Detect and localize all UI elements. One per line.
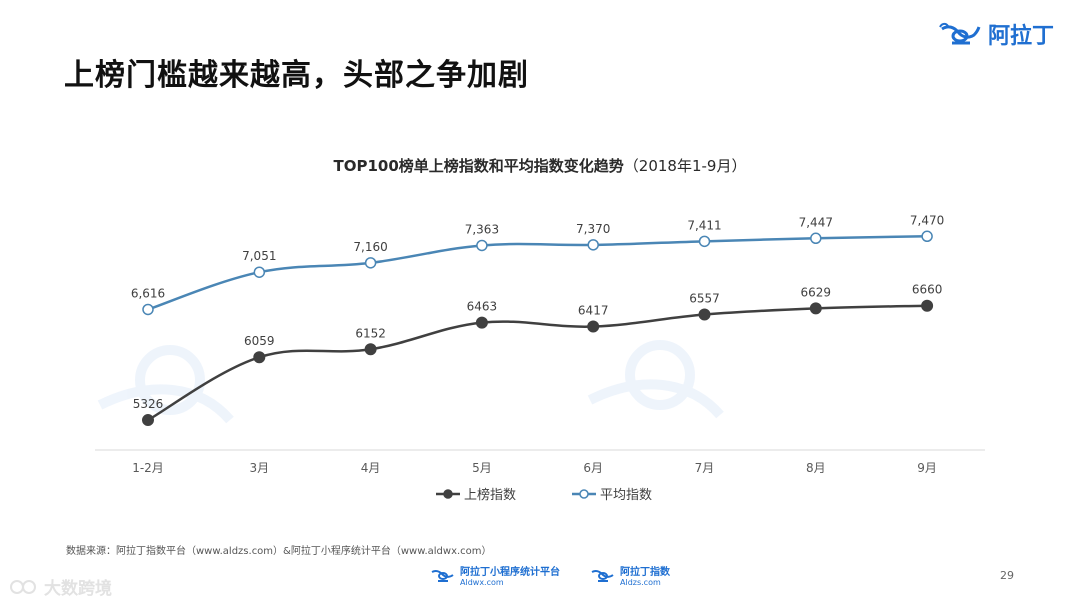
legend-swatch-marker (579, 489, 589, 499)
chart-title-block: TOP100榜单上榜指数和平均指数变化趋势（2018年1-9月） (0, 155, 1080, 176)
x-tick-label: 9月 (917, 461, 937, 475)
x-tick-label: 5月 (472, 461, 492, 475)
data-point (809, 302, 822, 315)
brand-logo: 阿拉丁 (938, 18, 1054, 50)
plot-area: 1-2月 3月 4月 5月 6月 7月 8月 9月 6,616 7,051 7,160 7,363 7,… (95, 213, 985, 475)
data-label: 7,411 (687, 218, 721, 232)
data-label: 7,470 (910, 213, 944, 227)
data-label: 7,370 (576, 222, 610, 236)
x-tick-label: 7月 (695, 461, 715, 475)
data-point (921, 299, 934, 312)
data-point (476, 239, 488, 252)
legend-swatch-marker (443, 489, 453, 499)
chart-legend: 上榜指数 平均指数 (436, 487, 652, 503)
corner-watermark: 大数跨境 (8, 574, 112, 599)
data-label: 6557 (689, 292, 720, 306)
data-label: 6059 (244, 334, 275, 348)
data-point (364, 257, 377, 269)
footer-logo-wx: 阿拉丁小程序统计平台 Aldwx.com (430, 563, 560, 587)
line-chart: 1-2月 3月 4月 5月 6月 7月 8月 9月 6,616 7,051 7,160 7,363 7,… (95, 213, 985, 503)
watermark-logo-icon (10, 579, 36, 594)
data-point (698, 235, 711, 248)
data-point (587, 320, 600, 333)
footer-logo-name: 阿拉丁指数 (620, 567, 670, 578)
data-label: 7,051 (242, 249, 276, 263)
x-tick-label: 4月 (361, 461, 381, 475)
footer-logo-sub: Aldwx.com (460, 578, 504, 587)
lamp-icon (431, 569, 454, 582)
footer-logo-name: 阿拉丁小程序统计平台 (460, 567, 560, 578)
data-point (587, 239, 599, 251)
chart-subtitle: （2018年1-9月） (623, 157, 747, 175)
x-tick-label: 1-2月 (132, 461, 164, 475)
data-point (253, 351, 266, 364)
data-point (698, 308, 711, 321)
page-title: 上榜门槛越来越高，头部之争加剧 (64, 58, 529, 93)
chart-watermark (97, 340, 724, 424)
data-label: 6660 (912, 283, 943, 297)
x-tick-label: 6月 (583, 461, 603, 475)
legend-label: 平均指数 (600, 488, 652, 503)
series-line (147, 304, 928, 422)
footer-logo-sub: Aldzs.com (620, 578, 661, 587)
data-label: 7,363 (465, 222, 499, 236)
data-point (475, 316, 488, 329)
data-point (253, 266, 266, 278)
data-label: 7,160 (353, 240, 387, 254)
data-label: 6463 (467, 300, 498, 314)
data-point (142, 414, 154, 427)
data-label: 6629 (801, 285, 832, 299)
lamp-icon (591, 569, 614, 582)
footer-logo-zs: 阿拉丁指数 Aldzs.com (590, 563, 670, 587)
x-tick-label: 3月 (249, 461, 269, 475)
data-point (142, 303, 154, 316)
lamp-icon (939, 22, 981, 45)
data-point (364, 343, 377, 356)
chart-title: TOP100榜单上榜指数和平均指数变化趋势 (333, 157, 624, 175)
data-label: 5326 (133, 397, 164, 411)
data-point (921, 230, 933, 243)
data-source-note: 数据来源：阿拉丁指数平台（www.aldzs.com）&阿拉丁小程序统计平台（w… (66, 546, 492, 557)
legend-label: 上榜指数 (464, 487, 516, 503)
data-label: 6,616 (131, 286, 165, 300)
brand-name: 阿拉丁 (987, 24, 1054, 49)
x-tick-label: 8月 (806, 461, 826, 475)
page-number: 29 (1000, 569, 1014, 582)
corner-watermark-text: 大数跨境 (44, 579, 112, 599)
data-point (810, 232, 822, 245)
data-label: 7,447 (799, 215, 833, 229)
data-label: 6152 (355, 326, 386, 340)
series-line (147, 235, 928, 311)
footer-logos: 阿拉丁小程序统计平台 Aldwx.com 阿拉丁指数 Aldzs.com (430, 563, 670, 587)
data-label: 6417 (578, 304, 609, 318)
